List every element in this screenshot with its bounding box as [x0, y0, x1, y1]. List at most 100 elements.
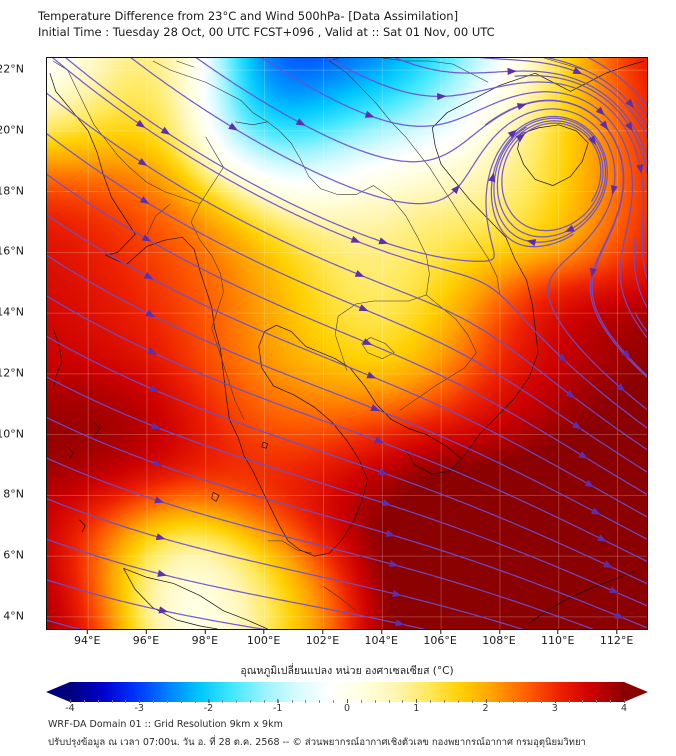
colorbar-minor-tick — [402, 700, 404, 703]
colorbar-tick-mark — [139, 699, 141, 703]
chart-title-line-2: Initial Time : Tuesday 28 Oct, 00 UTC FC… — [38, 25, 495, 39]
colorbar-tick-label: -4 — [65, 699, 75, 714]
country-borders-layer — [52, 58, 586, 612]
colorbar-minor-tick — [540, 700, 542, 703]
colorbar-tick-mark — [623, 699, 625, 703]
colorbar-extend-min-icon — [46, 682, 70, 702]
colorbar-minor-tick — [610, 700, 612, 703]
latitude-tick-label: 12°N — [0, 366, 24, 380]
colorbar-minor-tick — [236, 700, 238, 703]
longitude-tick-mark — [322, 629, 324, 634]
colorbar-minor-tick — [125, 700, 127, 703]
coastlines-layer — [49, 60, 645, 629]
colorbar-minor-tick — [430, 700, 432, 703]
colorbar-extend-max-icon — [624, 682, 648, 702]
colorbar-minor-tick — [83, 700, 85, 703]
colorbar-minor-tick — [250, 700, 252, 703]
colorbar-tick-label: -1 — [273, 699, 282, 714]
colorbar-minor-tick — [360, 700, 362, 703]
colorbar-minor-tick — [111, 700, 113, 703]
colorbar-minor-tick — [513, 700, 515, 703]
colorbar-minor-tick — [222, 700, 224, 703]
latitude-tick-label: 6°N — [3, 548, 24, 562]
longitude-tick-mark — [381, 629, 383, 634]
longitude-tick-mark — [440, 629, 442, 634]
colorbar-minor-tick — [291, 700, 293, 703]
longitude-tick-label: 100°E — [247, 629, 280, 647]
longitude-tick-label: 102°E — [306, 629, 339, 647]
latitude-tick-label: 20°N — [0, 123, 24, 137]
latitude-tick-label: 10°N — [0, 427, 24, 441]
colorbar-tick-label: 3 — [552, 699, 558, 714]
longitude-tick-mark — [263, 629, 265, 634]
longitude-tick-label: 106°E — [423, 629, 457, 647]
colorbar: อุณหภูมิเปลี่ยนแปลง หน่วย องศาเซลเซียส (… — [46, 662, 648, 721]
colorbar-tick-mark — [277, 699, 279, 703]
latitude-tick-label: 8°N — [3, 487, 24, 501]
latitude-tick-label: 22°N — [0, 62, 24, 76]
colorbar-minor-tick — [582, 700, 584, 703]
colorbar-tick-mark — [485, 699, 487, 703]
colorbar-minor-tick — [194, 700, 196, 703]
longitude-tick-mark — [145, 629, 147, 634]
colorbar-minor-tick — [333, 700, 335, 703]
colorbar-tick-label: -2 — [204, 699, 213, 714]
colorbar-minor-tick — [97, 700, 99, 703]
colorbar-minor-tick — [471, 700, 473, 703]
chart-title-line-1: Temperature Difference from 23°C and Win… — [38, 9, 459, 23]
colorbar-tick-mark — [554, 699, 556, 703]
longitude-tick-label: 112°E — [600, 629, 633, 647]
colorbar-tick-mark — [69, 699, 71, 703]
chart-title-block: Temperature Difference from 23°C and Win… — [38, 8, 658, 40]
map-overlay — [47, 58, 647, 629]
colorbar-minor-tick — [596, 700, 598, 703]
longitude-tick-mark — [498, 629, 500, 634]
longitude-tick-label: 110°E — [541, 629, 574, 647]
longitude-tick-mark — [557, 629, 559, 634]
colorbar-tick-label: 0 — [344, 699, 350, 714]
longitude-tick-mark — [87, 629, 89, 634]
longitude-tick-label: 98°E — [192, 629, 218, 647]
colorbar-minor-tick — [374, 700, 376, 703]
colorbar-minor-tick — [499, 700, 501, 703]
streamlines-layer — [47, 58, 647, 629]
longitude-tick-label: 96°E — [133, 629, 159, 647]
colorbar-minor-tick — [305, 700, 307, 703]
colorbar-minor-tick — [153, 700, 155, 703]
map-plot-area — [46, 57, 648, 630]
colorbar-gradient-body — [70, 682, 624, 702]
colorbar-minor-tick — [443, 700, 445, 703]
colorbar-tick-mark — [416, 699, 418, 703]
colorbar-row — [46, 682, 648, 702]
colorbar-tick-label: 1 — [413, 699, 419, 714]
longitude-tick-mark — [204, 629, 206, 634]
colorbar-tick-label: 2 — [482, 699, 489, 714]
streamline-arrowheads — [135, 67, 647, 627]
colorbar-ticks: -4 -3 -2 -1 0 1 2 3 4 — [46, 699, 648, 721]
longitude-tick-mark — [616, 629, 618, 634]
colorbar-minor-tick — [457, 700, 459, 703]
longitude-tick-label: 108°E — [482, 629, 516, 647]
colorbar-tick-label: 4 — [621, 699, 627, 714]
colorbar-tick-label: -3 — [135, 699, 144, 714]
colorbar-tick-mark — [346, 699, 348, 703]
map-gridlines — [47, 58, 647, 629]
colorbar-minor-tick — [166, 700, 168, 703]
longitude-tick-label: 94°E — [74, 629, 100, 647]
colorbar-minor-tick — [568, 700, 570, 703]
latitude-tick-label: 14°N — [0, 305, 24, 319]
colorbar-minor-tick — [388, 700, 390, 703]
longitude-tick-label: 104°E — [365, 629, 398, 647]
latitude-tick-label: 16°N — [0, 244, 24, 258]
colorbar-gradient — [70, 682, 624, 702]
footer-line-credit: ปรับปรุงข้อมูล ณ เวลา 07:00น. วัน อ. ที่… — [48, 737, 586, 748]
colorbar-minor-tick — [263, 700, 265, 703]
footer-line-domain: WRF-DA Domain 01 :: Grid Resolution 9km … — [48, 719, 283, 730]
colorbar-label: อุณหภูมิเปลี่ยนแปลง หน่วย องศาเซลเซียส (… — [240, 665, 454, 677]
colorbar-tick-mark — [208, 699, 210, 703]
latitude-tick-label: 4°N — [3, 609, 24, 623]
latitude-tick-label: 18°N — [0, 184, 24, 198]
colorbar-minor-tick — [527, 700, 529, 703]
colorbar-minor-tick — [319, 700, 321, 703]
colorbar-minor-tick — [180, 700, 182, 703]
